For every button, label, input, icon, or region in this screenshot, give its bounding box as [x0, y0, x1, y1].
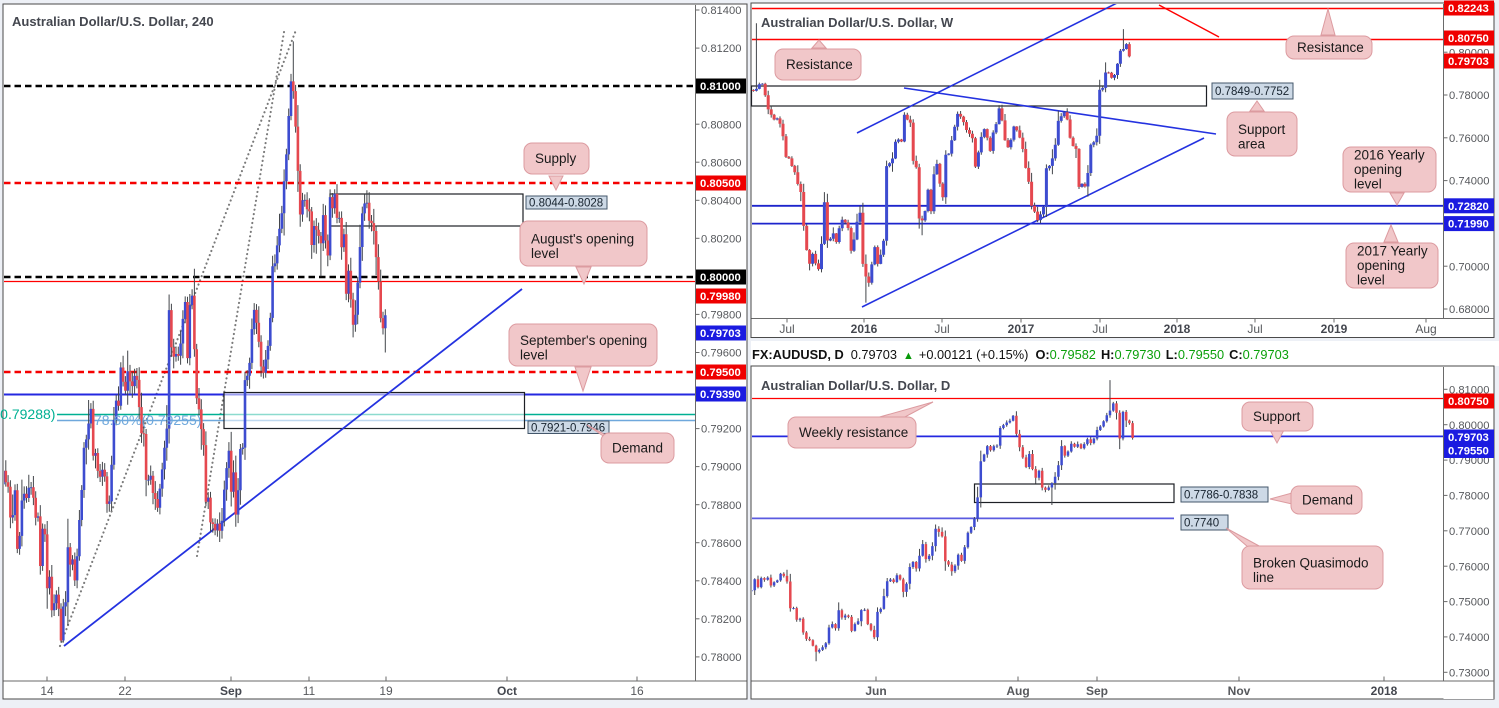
svg-text:Demand: Demand [612, 441, 663, 456]
svg-text:2019: 2019 [1321, 322, 1348, 336]
svg-text:Weekly resistance: Weekly resistance [799, 425, 908, 440]
svg-text:0.80750: 0.80750 [1448, 396, 1489, 408]
svg-text:level: level [1354, 177, 1382, 192]
svg-text:0.79390: 0.79390 [700, 389, 741, 401]
svg-text:0.81000: 0.81000 [1449, 384, 1489, 396]
svg-text:0.81000: 0.81000 [700, 81, 741, 93]
svg-text:(0.79288): (0.79288) [0, 406, 55, 422]
svg-text:22: 22 [118, 684, 132, 698]
svg-text:Resistance: Resistance [786, 57, 853, 72]
svg-text:0.74000: 0.74000 [1449, 176, 1489, 188]
svg-text:0.80600: 0.80600 [701, 157, 741, 169]
svg-text:0.7786-0.7838: 0.7786-0.7838 [1184, 490, 1258, 502]
svg-text:0.76000: 0.76000 [1449, 133, 1489, 145]
svg-text:0.79703: 0.79703 [700, 328, 741, 340]
svg-text:0.82243: 0.82243 [1448, 3, 1489, 15]
svg-text:0.71990: 0.71990 [1448, 219, 1489, 231]
svg-text:0.79000: 0.79000 [701, 462, 741, 474]
svg-text:Australian Dollar/U.S. Dollar,: Australian Dollar/U.S. Dollar, W [761, 15, 954, 30]
svg-text:2018: 2018 [1164, 322, 1191, 336]
svg-text:FX:AUDUSD, D0.79703▲+0.00121 (: FX:AUDUSD, D 0.79703 ▲ +0.00121 (+0.15%) O:0… [752, 347, 1289, 362]
svg-text:0.68000: 0.68000 [1449, 304, 1489, 316]
svg-text:0.77000: 0.77000 [1449, 526, 1489, 538]
svg-text:0.7740: 0.7740 [1184, 518, 1219, 530]
svg-text:Jul: Jul [1247, 322, 1262, 336]
svg-text:Jul: Jul [779, 322, 794, 336]
svg-text:opening: opening [1357, 258, 1405, 273]
svg-text:0.74000: 0.74000 [1449, 632, 1489, 644]
svg-text:0.79980: 0.79980 [700, 291, 741, 303]
svg-text:level: level [1357, 273, 1385, 288]
svg-text:Sep: Sep [220, 684, 242, 698]
svg-text:14: 14 [40, 684, 54, 698]
svg-text:0.81200: 0.81200 [701, 43, 741, 55]
svg-text:0.7849-0.7752: 0.7849-0.7752 [1215, 86, 1289, 98]
svg-text:19: 19 [379, 684, 393, 698]
svg-text:78.60%(0.79255): 78.60%(0.79255) [94, 412, 201, 428]
svg-text:2016 Yearly: 2016 Yearly [1354, 148, 1425, 163]
svg-text:Aug: Aug [1006, 684, 1029, 698]
svg-text:0.70000: 0.70000 [1449, 261, 1489, 273]
svg-text:0.79800: 0.79800 [701, 310, 741, 322]
svg-text:2017 Yearly: 2017 Yearly [1357, 244, 1428, 259]
svg-text:Resistance: Resistance [1297, 40, 1364, 55]
svg-text:0.80000: 0.80000 [1449, 420, 1489, 432]
svg-text:0.78200: 0.78200 [701, 614, 741, 626]
svg-text:0.81400: 0.81400 [701, 5, 741, 17]
svg-text:Jul: Jul [1092, 322, 1107, 336]
svg-text:level: level [520, 348, 548, 363]
svg-text:0.79550: 0.79550 [1448, 446, 1489, 458]
svg-text:0.78000: 0.78000 [1449, 90, 1489, 102]
svg-text:0.79600: 0.79600 [701, 348, 741, 360]
svg-text:area: area [1238, 137, 1266, 152]
svg-text:2017: 2017 [1008, 322, 1035, 336]
svg-text:0.73000: 0.73000 [1449, 667, 1489, 679]
svg-text:0.78600: 0.78600 [701, 538, 741, 550]
svg-text:0.76000: 0.76000 [1449, 561, 1489, 573]
svg-text:line: line [1253, 570, 1274, 585]
svg-text:0.80750: 0.80750 [1448, 33, 1489, 45]
svg-text:0.80200: 0.80200 [701, 233, 741, 245]
svg-text:Support: Support [1238, 122, 1286, 137]
svg-text:Sep: Sep [1086, 684, 1108, 698]
svg-text:Broken Quasimodo: Broken Quasimodo [1253, 556, 1369, 571]
svg-text:0.78400: 0.78400 [701, 576, 741, 588]
svg-text:0.75000: 0.75000 [1449, 597, 1489, 609]
svg-text:0.80000: 0.80000 [700, 272, 741, 284]
svg-text:0.79703: 0.79703 [1448, 432, 1489, 444]
svg-text:0.78800: 0.78800 [701, 500, 741, 512]
svg-text:Supply: Supply [535, 151, 577, 166]
svg-text:Australian Dollar/U.S. Dollar,: Australian Dollar/U.S. Dollar, 240 [12, 14, 214, 29]
svg-text:16: 16 [630, 684, 644, 698]
svg-text:Demand: Demand [1302, 493, 1353, 508]
svg-text:Aug: Aug [1415, 322, 1436, 336]
svg-text:level: level [531, 246, 559, 261]
svg-text:0.80500: 0.80500 [700, 178, 741, 190]
svg-text:Support: Support [1253, 409, 1301, 424]
svg-text:0.79000: 0.79000 [1449, 455, 1489, 467]
svg-text:0.7921-0.7946: 0.7921-0.7946 [531, 422, 605, 434]
svg-text:0.8044-0.8028: 0.8044-0.8028 [529, 198, 603, 210]
svg-text:0.80800: 0.80800 [701, 119, 741, 131]
svg-text:0.80400: 0.80400 [701, 195, 741, 207]
svg-text:2018: 2018 [1371, 684, 1398, 698]
svg-text:Jul: Jul [934, 322, 949, 336]
svg-text:Jun: Jun [865, 684, 886, 698]
svg-text:0.79200: 0.79200 [701, 424, 741, 436]
svg-text:2016: 2016 [851, 322, 878, 336]
svg-text:Nov: Nov [1228, 684, 1251, 698]
svg-text:opening: opening [1354, 162, 1402, 177]
svg-text:September's opening: September's opening [520, 333, 647, 348]
svg-text:August's opening: August's opening [531, 232, 634, 247]
svg-text:0.72820: 0.72820 [1448, 201, 1489, 213]
svg-text:11: 11 [303, 684, 316, 698]
svg-text:Australian Dollar/U.S. Dollar,: Australian Dollar/U.S. Dollar, D [761, 378, 950, 393]
svg-text:0.79703: 0.79703 [1448, 56, 1489, 68]
svg-text:Oct: Oct [497, 684, 517, 698]
svg-text:0.78000: 0.78000 [1449, 491, 1489, 503]
svg-text:0.79500: 0.79500 [700, 367, 741, 379]
svg-text:0.78000: 0.78000 [701, 652, 741, 664]
